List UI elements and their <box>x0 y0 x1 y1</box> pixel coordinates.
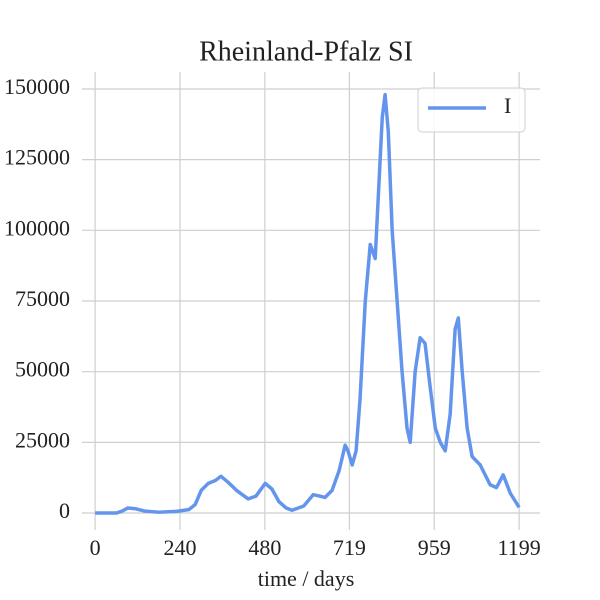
chart-title: Rheinland-Pfalz SI <box>199 36 413 67</box>
y-tick-label: 25000 <box>15 427 70 452</box>
x-tick-label: 0 <box>90 535 101 560</box>
x-tick-label: 719 <box>333 535 366 560</box>
y-tick-label: 125000 <box>4 145 70 170</box>
y-tick-label: 150000 <box>4 74 70 99</box>
x-tick-label: 1199 <box>498 535 541 560</box>
x-axis-label: time / days <box>258 566 355 591</box>
y-tick-label: 100000 <box>4 215 70 240</box>
x-tick-label: 959 <box>418 535 451 560</box>
x-tick-label: 240 <box>163 535 196 560</box>
x-tick-label: 480 <box>248 535 281 560</box>
legend-label: I <box>504 93 511 118</box>
y-tick-label: 50000 <box>15 357 70 382</box>
y-tick-label: 75000 <box>15 286 70 311</box>
legend-box <box>417 87 526 133</box>
y-tick-label: 0 <box>59 498 70 523</box>
line-series <box>95 92 521 515</box>
